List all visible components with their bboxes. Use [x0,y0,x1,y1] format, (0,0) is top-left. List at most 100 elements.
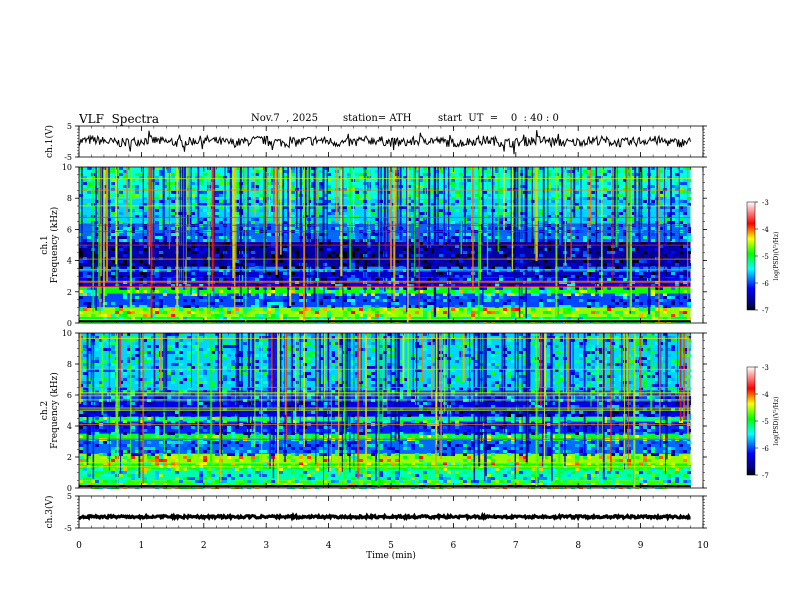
ch1-spectrogram-cell [271,173,275,176]
ch2-spectrogram-cell [231,342,235,345]
ch1-spectrogram-cell [119,266,123,269]
ch2-spectrogram-cell [511,345,515,348]
ch2-spectrogram-cell [191,369,195,372]
ch1-spectrogram-cell [119,248,123,251]
ch1-spectrogram-cell [223,293,227,296]
ch1-spectrogram-cell [179,284,183,287]
ch2-spectrogram-cell [587,363,591,366]
ch1-spectrogram-cell [203,209,207,212]
ch1-spectrogram-cell [171,239,175,242]
ch1-spectrogram-cell [631,200,635,203]
ch1-spectrogram-cell [559,176,563,179]
ch1-spectrogram-cell [351,290,355,293]
ch1-spectrogram-cell [675,242,679,245]
ch1-spectrogram-cell [495,212,499,215]
ch1-spectrogram-cell [251,173,255,176]
ch1-spectrogram-cell [475,293,479,296]
ch1-spectrogram-cell [375,182,379,185]
ch1-spectrogram-cell [271,242,275,245]
ch1-spectrogram-sferic [108,167,110,242]
ch1-spectrogram-sferic [115,167,117,265]
ch1-spectrogram-cell [619,284,623,287]
ch1-spectrogram-cell [255,287,259,290]
ch1-spectrogram-cell [143,269,147,272]
ch1-spectrogram-cell [215,176,219,179]
ch1-spectrogram-cell [323,173,327,176]
ch2-spectrogram-cell [671,336,675,339]
ch1-spectrogram-cell [483,233,487,236]
ch1-spectrogram-cell [547,200,551,203]
ch1-spectrogram-cell [559,305,563,308]
ch1-spectrogram-cell [531,173,535,176]
ch1-spectrogram-cell [287,212,291,215]
ch1-spectrogram-cell [215,227,219,230]
ch1-spectrogram-cell [203,263,207,266]
ch1-spectrogram-cell [255,218,259,221]
ch1-spectrogram-cell [651,266,655,269]
ch1-spectrogram-cell [327,248,331,251]
ch1-spectrogram-cell [639,260,643,263]
ch2-spectrogram-cell [667,354,671,357]
ch1-spectrogram-cell [587,302,591,305]
ch1-spectrogram-cell [259,260,263,263]
ch1-spectrogram-cell [431,284,435,287]
ch1-spectrogram-cell [267,218,271,221]
ch1-spectrogram-cell [315,245,319,248]
ch2-spectrogram-cell [379,345,383,348]
ch1-spectrogram-cell [327,236,331,239]
ch1-spectrogram-cell [87,308,91,311]
ch1-spectrogram-cell [683,290,687,293]
ch1-spectrogram-cell [119,188,123,191]
ch1-spectrogram-cell [387,290,391,293]
ch2-spectrogram-cell [171,363,175,366]
ch1-spectrogram-sferic [406,167,408,313]
ch1-spectrogram-cell [419,242,423,245]
ch1-spectrogram-cell [503,176,507,179]
ch1-spectrogram-cell [527,290,531,293]
ch1-spectrogram-cell [191,293,195,296]
ch1-spectrogram-cell [399,290,403,293]
ch1-spectrogram-cell [403,251,407,254]
ch1-spectrogram-cell [539,305,543,308]
ch1-spectrogram-cell [171,206,175,209]
ch1-spectrogram-cell [683,167,687,170]
ch1-spectrogram-cell [283,296,287,299]
ch1-spectrogram-cell [431,233,435,236]
ch1-spectrogram-cell [591,185,595,188]
ch1-spectrogram-cell [575,278,579,281]
ch1-spectrogram-cell [391,278,395,281]
ch1-spectrogram-cell [343,251,347,254]
ch1-spectrogram-cell [463,290,467,293]
ch1-spectrogram-cell [155,260,159,263]
ch1-spectrogram-cell [627,308,631,311]
ch1-spectrogram-cell [507,209,511,212]
ch1-spectrogram-cell [123,254,127,257]
ch2-spectrogram-cell [235,345,239,348]
ch1-spectrogram-cell [559,173,563,176]
ch2-spectrogram-cell [427,342,431,345]
ch2-spectrogram-cell [307,357,311,360]
ch1-spectrogram-cell [203,317,207,320]
ch1-spectrogram-cell [655,296,659,299]
ch1-spectrogram-cell [395,290,399,293]
ch1-spectrogram-cell [319,218,323,221]
ch1-spectrogram-cell [143,290,147,293]
ch1-spectrogram-cell [543,245,547,248]
ch1-spectrogram-cell [279,293,283,296]
ch1-spectrogram-cell [251,185,255,188]
ch1-spectrogram-cell [375,242,379,245]
ch1-spectrogram-cell [599,287,603,290]
ch1-spectrogram-cell [615,299,619,302]
ch1-spectrogram-cell [79,260,83,263]
ch1-spectrogram-cell [667,296,671,299]
ch1-spectrogram-cell [199,296,203,299]
ch1-spectrogram-cell [155,233,159,236]
ch1-spectrogram-cell [279,284,283,287]
ch1-spectrogram-cell [355,179,359,182]
ch1-spectrogram-cell [215,200,219,203]
ch2-spectrogram-cell [587,360,591,363]
ch1-spectrogram-cell [547,167,551,170]
ch1-spectrogram-cell [459,266,463,269]
ch2-spectrogram-cell [263,354,267,357]
ch2-spectrogram-cell [531,342,535,345]
